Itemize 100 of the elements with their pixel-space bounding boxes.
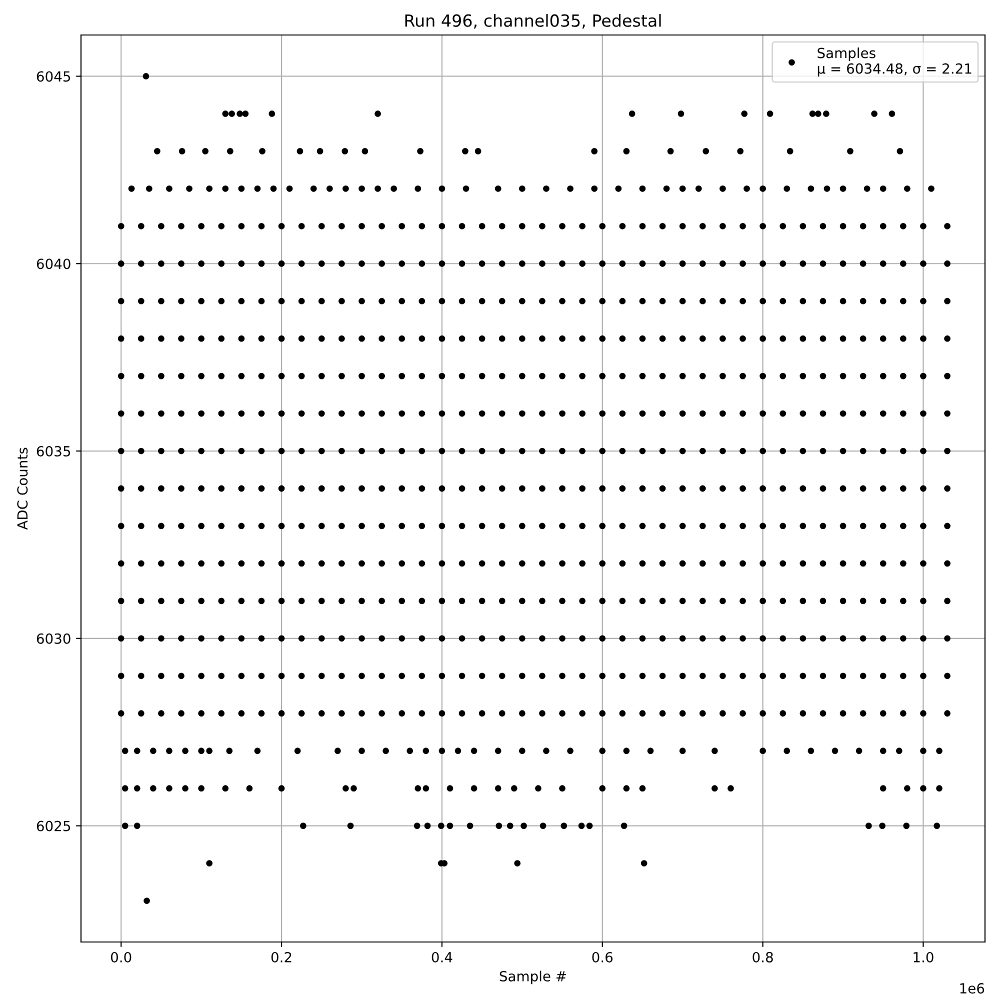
point (498, 222, 506, 230)
point (418, 410, 426, 417)
point (478, 260, 486, 267)
point (880, 635, 886, 642)
point (740, 522, 746, 530)
point (619, 372, 626, 380)
point (619, 635, 626, 642)
point (138, 410, 144, 417)
point (920, 560, 926, 567)
point (720, 635, 726, 642)
x-tick-label: 0.2 (271, 952, 292, 962)
point (178, 635, 184, 642)
point (944, 485, 950, 492)
point (720, 598, 726, 604)
point (158, 410, 164, 417)
point (238, 560, 245, 567)
point (740, 710, 746, 717)
point (378, 372, 385, 380)
point (338, 448, 345, 454)
point (760, 560, 766, 567)
point (659, 598, 666, 604)
point (158, 298, 164, 304)
point (920, 448, 926, 454)
point (178, 298, 184, 304)
point (679, 598, 686, 604)
point (760, 672, 766, 680)
point (679, 335, 686, 342)
point (599, 522, 606, 530)
point (438, 448, 446, 454)
point (780, 298, 786, 304)
point (720, 522, 726, 530)
point (118, 485, 124, 492)
point (659, 260, 666, 267)
point (338, 260, 345, 267)
point (539, 448, 546, 454)
point (418, 598, 426, 604)
point (198, 335, 205, 342)
point (840, 372, 846, 380)
point (298, 485, 305, 492)
point (679, 710, 686, 717)
point (438, 410, 446, 417)
point (619, 672, 626, 680)
point (619, 410, 626, 417)
point (438, 598, 446, 604)
point (178, 485, 184, 492)
point (358, 410, 365, 417)
point (944, 335, 950, 342)
point (920, 522, 926, 530)
point (358, 710, 365, 717)
point (740, 598, 746, 604)
point (438, 485, 446, 492)
point (740, 485, 746, 492)
point (579, 485, 586, 492)
point (338, 485, 345, 492)
point (880, 710, 886, 717)
point (458, 298, 466, 304)
point (478, 485, 486, 492)
point (318, 260, 325, 267)
point (679, 672, 686, 680)
point (398, 672, 406, 680)
point (518, 298, 526, 304)
point (318, 485, 325, 492)
point (258, 672, 265, 680)
point (458, 522, 466, 530)
point (458, 672, 466, 680)
point (944, 448, 950, 454)
point (720, 298, 726, 304)
point (699, 222, 706, 230)
point (438, 335, 446, 342)
point (780, 598, 786, 604)
point (458, 222, 466, 230)
point (258, 710, 265, 717)
point (178, 672, 184, 680)
point (298, 335, 305, 342)
point (438, 560, 446, 567)
point (418, 522, 426, 530)
point (760, 522, 766, 530)
point (679, 522, 686, 530)
point (198, 598, 205, 604)
point (559, 635, 566, 642)
point (539, 598, 546, 604)
point (860, 222, 866, 230)
point (820, 222, 826, 230)
point (198, 710, 205, 717)
y-tick-label: 6040 (36, 258, 70, 270)
point (820, 485, 826, 492)
point (639, 672, 646, 680)
point (158, 522, 164, 530)
point (920, 672, 926, 680)
point (639, 485, 646, 492)
point (840, 222, 846, 230)
point (800, 260, 806, 267)
point (398, 448, 406, 454)
point (218, 710, 225, 717)
point (198, 372, 205, 380)
point (418, 335, 426, 342)
point (900, 672, 906, 680)
point (840, 560, 846, 567)
point (318, 598, 325, 604)
point (619, 598, 626, 604)
